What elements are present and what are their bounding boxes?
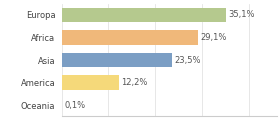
Text: 23,5%: 23,5% <box>174 55 200 65</box>
Bar <box>62 30 198 45</box>
Bar <box>62 53 172 67</box>
Text: 12,2%: 12,2% <box>121 78 148 87</box>
Bar <box>62 75 119 90</box>
Text: 0,1%: 0,1% <box>64 101 85 110</box>
Bar <box>62 8 226 22</box>
Text: 29,1%: 29,1% <box>200 33 227 42</box>
Text: 35,1%: 35,1% <box>228 10 255 19</box>
